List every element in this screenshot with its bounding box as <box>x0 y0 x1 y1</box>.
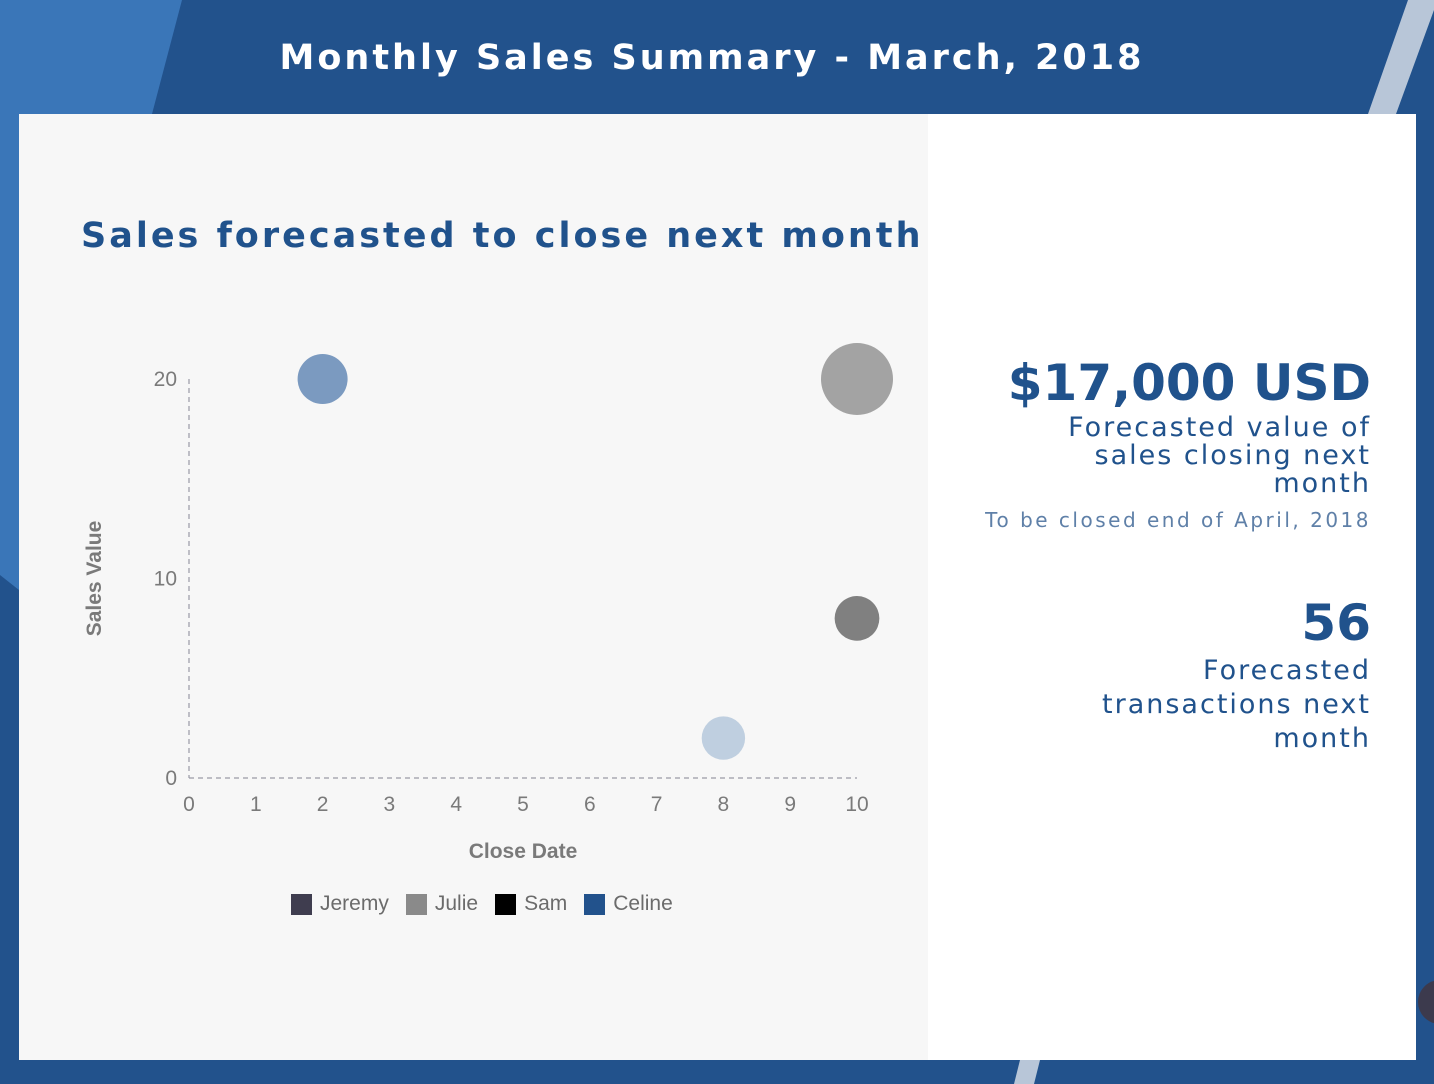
legend-swatch <box>291 893 312 915</box>
legend-item[interactable]: Julie <box>405 892 479 916</box>
legend-item[interactable]: Jeremy <box>291 892 389 916</box>
chart-legend: Jeremy Julie Sam Celine <box>291 892 673 916</box>
forecast-label: Forecasted value of sales closing next m… <box>1068 412 1371 499</box>
scatter-chart: 0 1 2 3 4 5 6 7 8 9 10 0 10 20 Close Date Sales Value <box>83 343 893 863</box>
x-tick-label: 10 <box>845 793 868 816</box>
x-tick-label: 4 <box>450 793 462 816</box>
data-point <box>297 354 348 404</box>
stats-panel: $17,000 USD Forecasted value of sales cl… <box>928 114 1416 1060</box>
x-tick-label: 8 <box>718 793 730 816</box>
legend-item[interactable]: Sam <box>495 892 567 916</box>
y-tick-label: 0 <box>165 767 177 790</box>
x-tick-label: 7 <box>651 793 663 816</box>
legend-swatch <box>584 893 606 915</box>
x-tick-label: 2 <box>317 793 329 816</box>
x-tick-label: 0 <box>183 793 195 816</box>
x-tick-label: 5 <box>517 793 529 816</box>
data-point <box>701 716 746 760</box>
x-tick-label: 9 <box>784 793 796 816</box>
legend-swatch <box>495 893 517 915</box>
transactions-label: Forecasted transactions next month <box>1102 655 1371 754</box>
legend-item[interactable]: Celine <box>584 892 673 916</box>
chart-title: Sales forecasted to close next month <box>81 216 924 256</box>
transactions-count: 56 <box>1301 594 1371 652</box>
page-title: Monthly Sales Summary - March, 2018 <box>279 38 1145 78</box>
legend-label: Jeremy <box>320 892 389 915</box>
forecast-note: To be closed end of April, 2018 <box>985 508 1371 532</box>
legend-swatch <box>405 893 427 915</box>
legend-label: Celine <box>613 892 673 915</box>
data-point <box>834 596 880 641</box>
chart-panel: Sales forecasted to close next month 0 1 2… <box>19 114 928 1060</box>
forecast-value: $17,000 USD <box>1007 354 1371 412</box>
y-tick-label: 20 <box>154 368 177 391</box>
x-tick-label: 6 <box>584 793 596 816</box>
x-axis-title: Close Date <box>469 840 578 863</box>
x-tick-label: 3 <box>384 793 396 816</box>
y-axis-title: Sales Value <box>83 521 106 637</box>
x-tick-label: 1 <box>250 793 262 816</box>
data-point <box>821 343 893 415</box>
legend-label: Julie <box>434 892 479 915</box>
legend-label: Sam <box>524 892 568 915</box>
y-tick-label: 10 <box>154 568 177 591</box>
